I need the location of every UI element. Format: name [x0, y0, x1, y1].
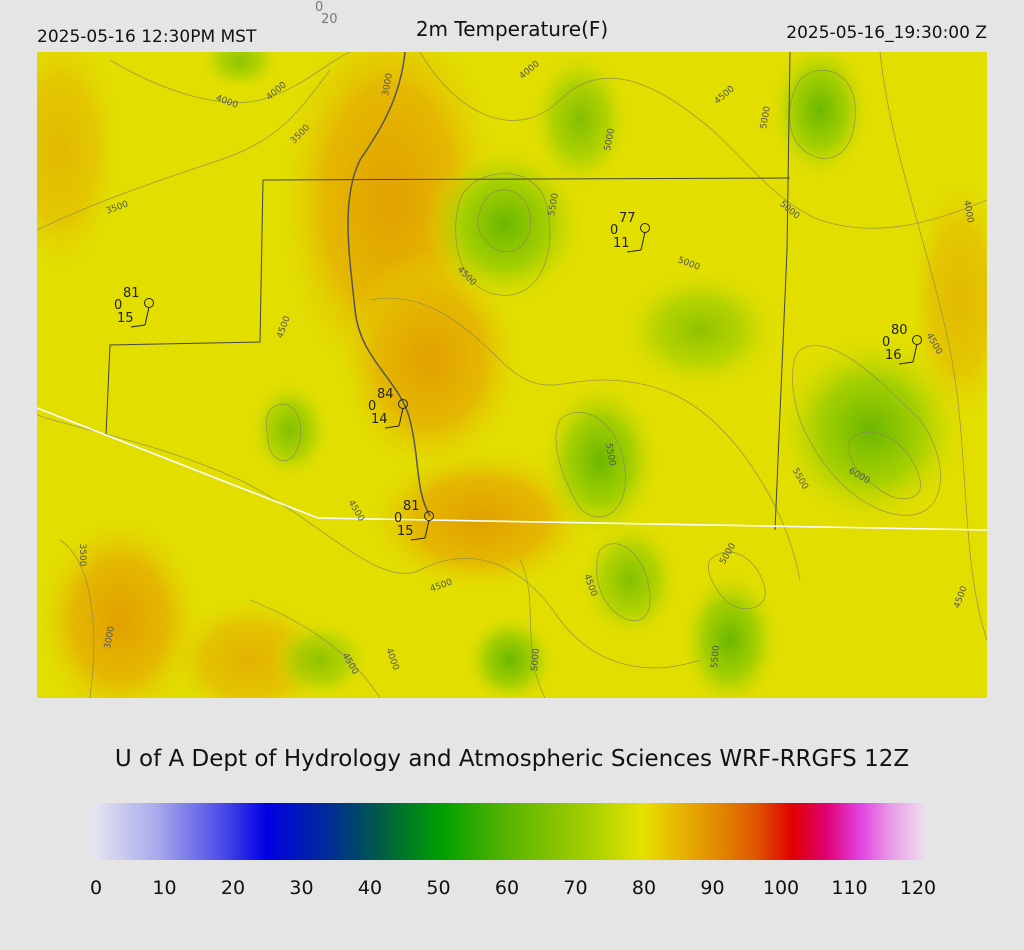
wind-barb-tail [898, 361, 914, 365]
contour-label: 3000 [381, 72, 395, 97]
station-temperature: 77 [619, 211, 636, 226]
wind-barb-tail [626, 249, 642, 253]
wind-barb [912, 343, 918, 363]
colorbar-tick-label: 0 [90, 877, 102, 899]
wind-barb-tail [384, 425, 400, 429]
station-wind: 15 [397, 524, 414, 539]
station-dewpoint: 0 [368, 399, 376, 414]
contour-label: 5000 [759, 105, 773, 130]
contour-label: 4000 [961, 200, 975, 225]
colorbar-tick-label: 100 [763, 877, 799, 899]
colorbar-tick-label: 110 [831, 877, 867, 899]
wind-barb [144, 306, 150, 326]
footer: U of A Dept of Hydrology and Atmospheric… [115, 746, 909, 772]
station-dewpoint: 0 [394, 511, 402, 526]
valid-time-utc: 2025-05-16_19:30:00 Z [786, 23, 987, 43]
colorbar-tick-label: 70 [563, 877, 587, 899]
wind-barb [398, 407, 404, 427]
colorbar-ticks: 0 10 20 30 40 50 60 70 80 90 100 110 120 [90, 877, 936, 899]
station-dewpoint: 0 [114, 298, 122, 313]
colorbar-tick-label: 20 [221, 877, 245, 899]
station-temperature: 80 [891, 323, 908, 338]
station-temperature: 81 [403, 499, 420, 514]
reference-speed: 0 [315, 0, 323, 15]
map-title: 2m Temperature(F) [416, 17, 608, 41]
colorbar-tick-label: 50 [426, 877, 450, 899]
wind-barb [640, 231, 646, 251]
reference-value: 20 [321, 12, 338, 27]
contour-label: 5500 [603, 443, 617, 468]
station-temperature: 84 [377, 387, 394, 402]
contour-label: 5000 [530, 648, 542, 672]
colorbar-tick-label: 30 [289, 877, 313, 899]
colorbar-tick-label: 80 [632, 877, 656, 899]
station-dewpoint: 0 [610, 223, 618, 238]
colorbar [91, 803, 926, 860]
colorbar-tick-label: 10 [152, 877, 176, 899]
station-wind: 14 [371, 412, 388, 427]
wind-barb-tail [130, 324, 146, 328]
colorbar-tick-label: 40 [358, 877, 382, 899]
contour-label: 5500 [547, 192, 561, 217]
wind-barb-tail [410, 537, 426, 541]
cool-areas [200, 52, 965, 698]
station-wind: 11 [613, 236, 630, 251]
contour-label: 5000 [603, 127, 617, 152]
station-temperature: 81 [123, 286, 140, 301]
station-wind: 16 [885, 348, 902, 363]
contour-label: 3000 [103, 625, 117, 650]
warm-areas [37, 52, 987, 698]
wind-barb [424, 519, 430, 539]
valid-time-local: 2025-05-16 12:30PM MST [37, 27, 257, 47]
station-dewpoint: 0 [882, 335, 890, 350]
colorbar-tick-label: 120 [900, 877, 936, 899]
contour-label: 5500 [710, 645, 722, 669]
contour-label: 3500 [77, 544, 87, 567]
contours [37, 52, 987, 698]
colorbar-tick-label: 90 [700, 877, 724, 899]
boundaries [37, 52, 987, 531]
colorbar-tick-label: 60 [495, 877, 519, 899]
station-wind: 15 [117, 311, 134, 326]
